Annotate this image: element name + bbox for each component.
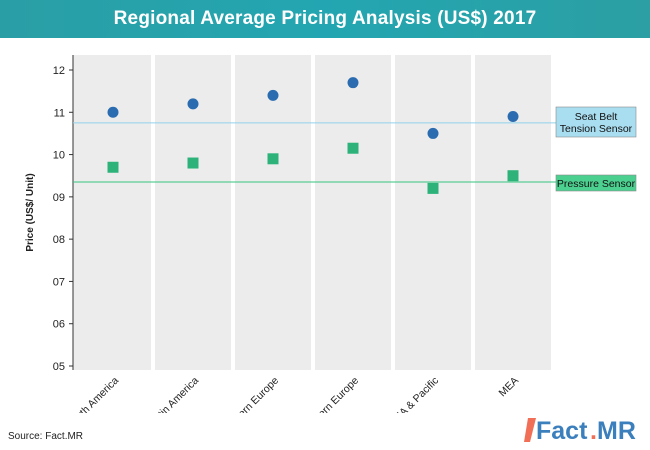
series-label-text: Seat Belt bbox=[575, 111, 618, 123]
pressure-point bbox=[187, 157, 199, 169]
category-panel bbox=[395, 55, 471, 370]
y-tick-label: 08 bbox=[53, 234, 65, 246]
chart-canvas: 05 06 07 08 09 10 11 12 Price (US$/ Unit) Seat Be… bbox=[25, 55, 637, 413]
y-tick-label: 12 bbox=[53, 65, 65, 77]
series-label-text: Pressure Sensor bbox=[557, 178, 636, 190]
seat-belt-point bbox=[427, 127, 439, 139]
pressure-point bbox=[347, 142, 359, 154]
chart-title: Regional Average Pricing Analysis (US$) … bbox=[113, 8, 537, 29]
seat-belt-point bbox=[107, 106, 119, 118]
seat-belt-point bbox=[267, 89, 279, 101]
x-tick-label: Latin America bbox=[148, 375, 202, 413]
x-tick-label: North America bbox=[66, 375, 122, 413]
y-tick-label: 07 bbox=[53, 276, 65, 288]
logo-part1: Fact bbox=[536, 417, 588, 445]
title-bar: Regional Average Pricing Analysis (US$) … bbox=[0, 0, 650, 38]
seat-belt-point bbox=[507, 111, 519, 123]
logo-dot: . bbox=[590, 417, 597, 445]
series-label-text: Tension Sensor bbox=[560, 123, 633, 135]
pressure-point bbox=[427, 182, 439, 194]
category-panel bbox=[315, 55, 391, 370]
source-note: Source: Fact.MR bbox=[8, 431, 84, 442]
factmr-logo: Fact . MR bbox=[524, 417, 636, 445]
x-tick-label: Western Europe bbox=[219, 375, 281, 413]
x-tick-label: Eastern Europe bbox=[301, 375, 361, 413]
series-label-box bbox=[555, 174, 637, 192]
seat-belt-point bbox=[187, 98, 199, 110]
pressure-point bbox=[507, 170, 519, 182]
y-tick-label: 05 bbox=[53, 361, 65, 373]
category-panel bbox=[235, 55, 311, 370]
category-panel bbox=[475, 55, 551, 370]
category-panel bbox=[73, 55, 151, 370]
y-axis-title: Price (US$/ Unit) bbox=[25, 173, 36, 251]
seat-belt-point bbox=[347, 77, 359, 89]
pressure-point bbox=[267, 153, 279, 165]
x-tick-label: SEA & Pacific bbox=[387, 375, 441, 413]
pressure-point bbox=[107, 161, 119, 173]
y-tick-label: 11 bbox=[54, 107, 65, 119]
y-tick-label: 10 bbox=[53, 150, 65, 162]
logo-part2: MR bbox=[597, 417, 636, 445]
y-tick-label: 09 bbox=[53, 192, 65, 204]
series-label-box bbox=[555, 106, 637, 138]
x-tick-label: MEA bbox=[497, 375, 522, 400]
y-tick-label: 06 bbox=[53, 319, 65, 331]
